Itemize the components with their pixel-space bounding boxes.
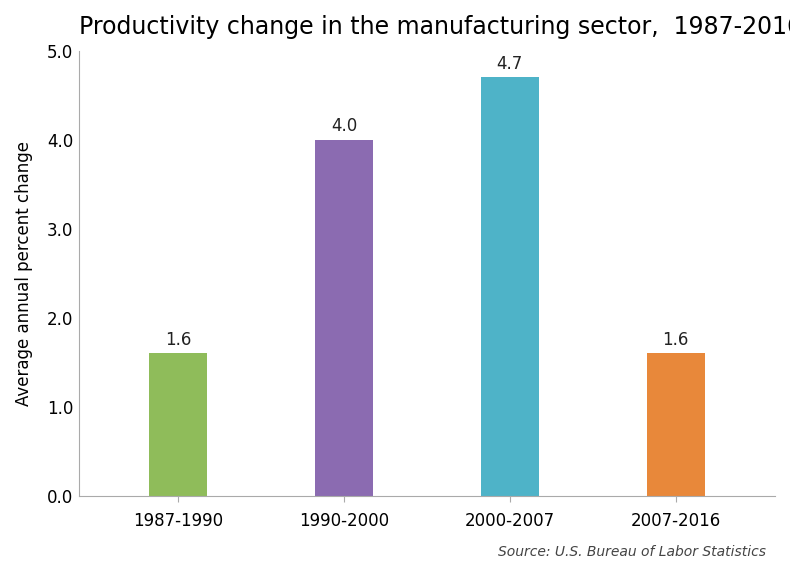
Text: Source: U.S. Bureau of Labor Statistics: Source: U.S. Bureau of Labor Statistics	[498, 545, 766, 559]
Y-axis label: Average annual percent change: Average annual percent change	[15, 141, 33, 406]
Text: 1.6: 1.6	[165, 331, 191, 349]
Text: 1.6: 1.6	[662, 331, 689, 349]
Bar	[481, 77, 539, 496]
Text: 4.7: 4.7	[497, 55, 523, 73]
Text: 4.0: 4.0	[331, 117, 357, 135]
Bar	[646, 353, 705, 496]
Text: Productivity change in the manufacturing sector,  1987-2016: Productivity change in the manufacturing…	[79, 15, 790, 39]
Bar	[315, 140, 373, 496]
Bar	[149, 353, 207, 496]
